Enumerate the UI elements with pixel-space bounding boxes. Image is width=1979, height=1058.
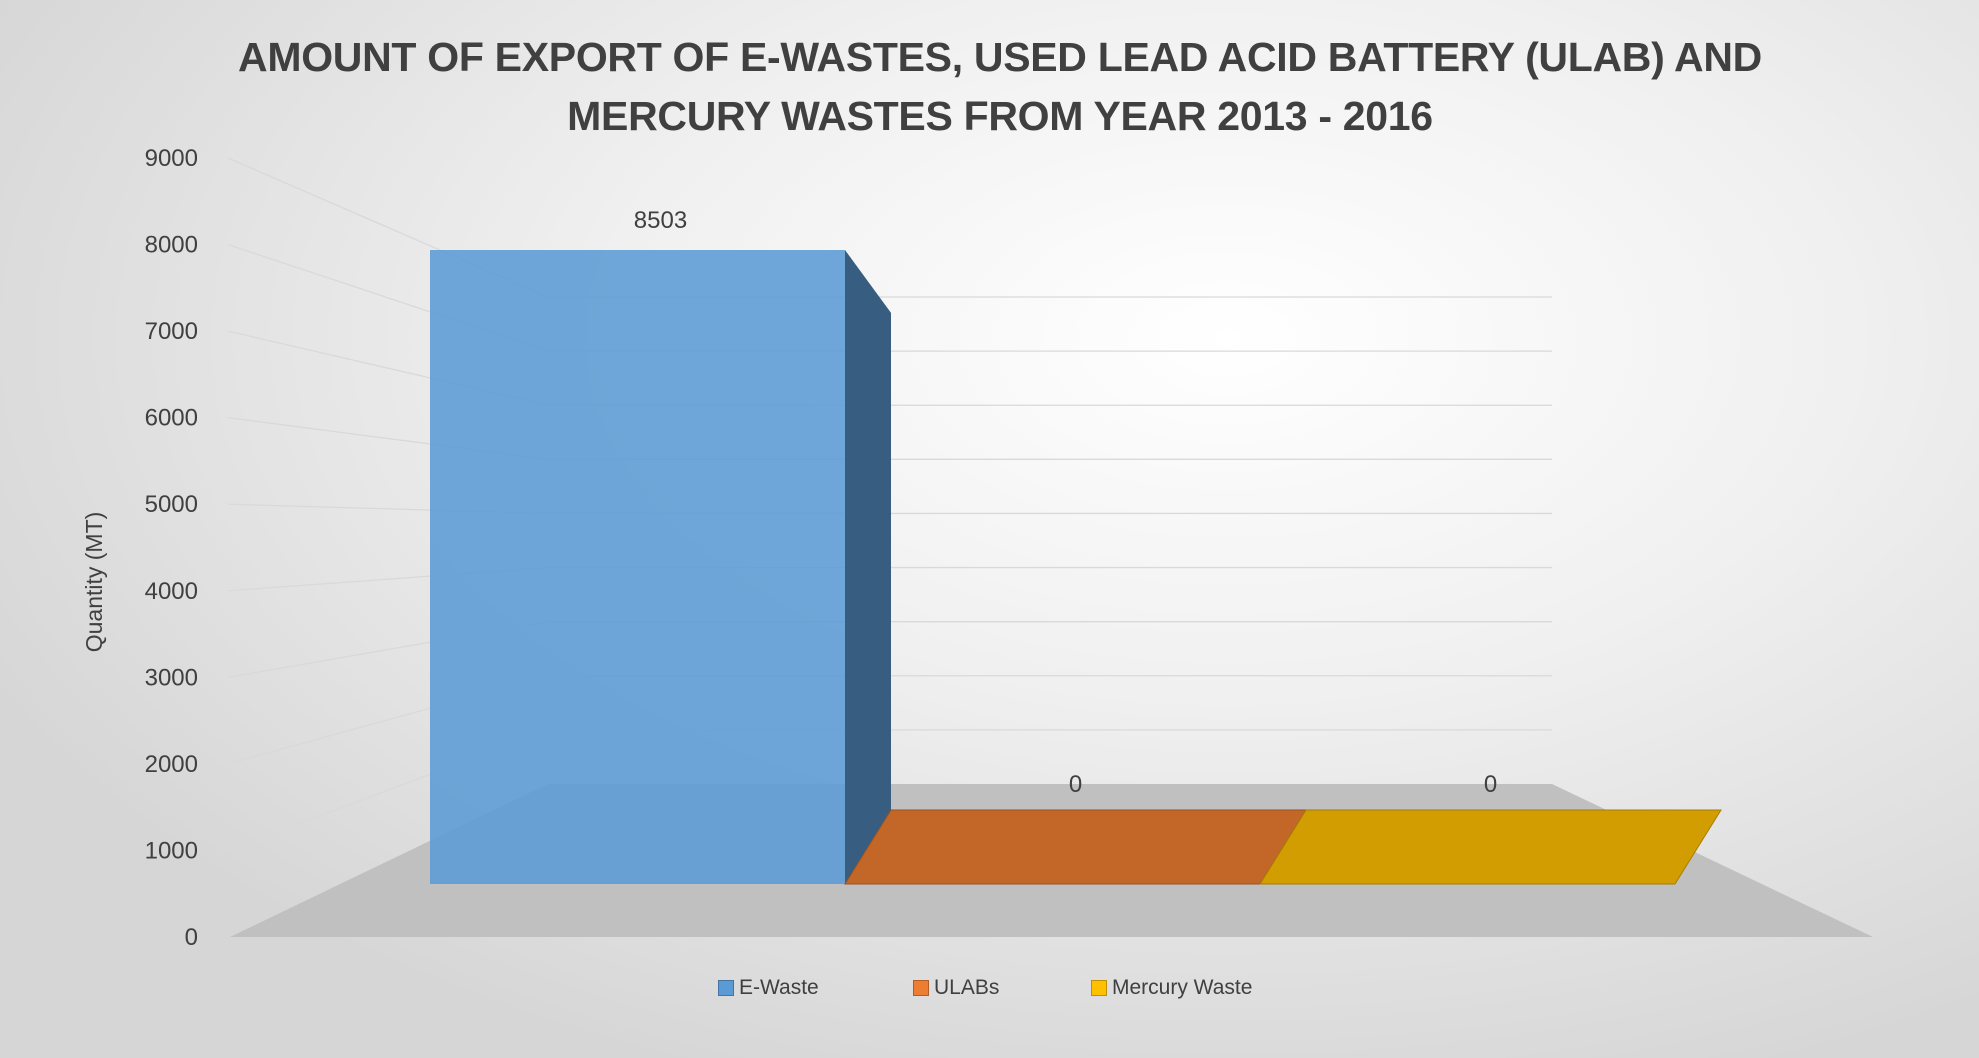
legend: E-Waste ULABs Mercury Waste	[0, 976, 1979, 1006]
y-axis-title: Quantity (MT)	[81, 512, 107, 653]
legend-item: ULABs	[913, 976, 999, 1000]
y-tick-label: 0	[185, 924, 198, 951]
bar-top	[1259, 809, 1722, 885]
y-tick-label: 6000	[145, 405, 198, 432]
y-tick-label: 5000	[145, 491, 198, 518]
legend-item: E-Waste	[718, 976, 819, 1000]
legend-label: Mercury Waste	[1112, 976, 1253, 999]
y-tick-label: 3000	[145, 664, 198, 691]
legend-label: ULABs	[934, 976, 1000, 999]
bar	[1259, 809, 1722, 885]
legend-swatch	[718, 980, 734, 996]
chart-title-line-2: MERCURY WASTES FROM YEAR 2013 - 2016	[567, 93, 1433, 139]
bar-side	[845, 250, 891, 884]
y-tick-label: 8000	[145, 232, 198, 259]
legend-swatch	[1091, 980, 1107, 996]
legend-swatch	[913, 980, 929, 996]
y-tick-label: 4000	[145, 578, 198, 605]
data-label: 0	[1069, 771, 1082, 798]
legend-label: E-Waste	[739, 976, 819, 999]
chart-title: AMOUNT OF EXPORT OF E-WASTES, USED LEAD …	[150, 28, 1850, 146]
bar-front	[430, 250, 845, 884]
bar-top	[844, 809, 1307, 885]
bar	[430, 250, 891, 884]
legend-item: Mercury Waste	[1091, 976, 1252, 1000]
y-tick-label: 1000	[145, 837, 198, 864]
y-tick-label: 7000	[145, 318, 198, 345]
y-tick-label: 2000	[145, 751, 198, 778]
data-label: 8503	[634, 207, 687, 234]
bar	[844, 809, 1307, 885]
y-tick-label: 9000	[145, 145, 198, 172]
data-label: 0	[1484, 771, 1497, 798]
chart-title-line-1: AMOUNT OF EXPORT OF E-WASTES, USED LEAD …	[238, 34, 1762, 80]
